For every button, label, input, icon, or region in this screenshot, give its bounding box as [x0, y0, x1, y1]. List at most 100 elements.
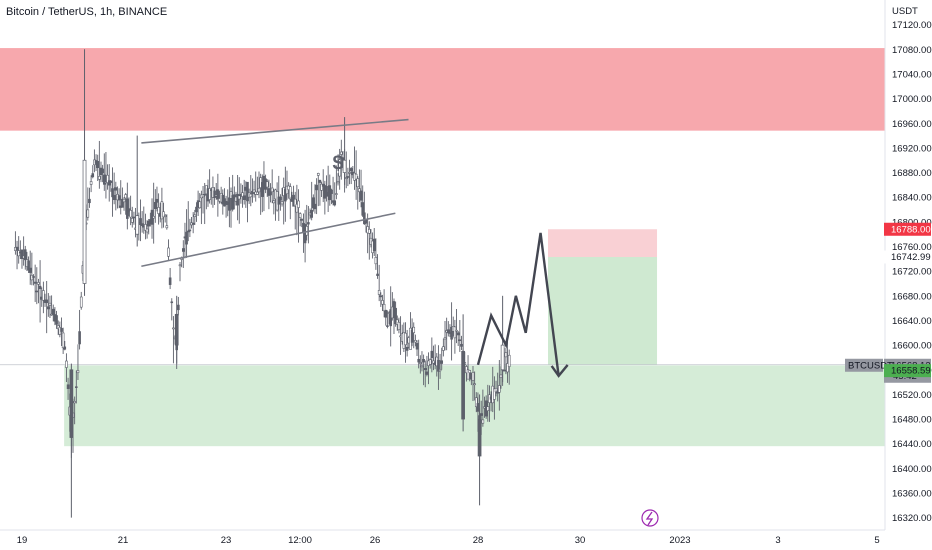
candle-body	[48, 302, 52, 306]
y-tick-label: 16680.00	[892, 291, 932, 302]
y-tick-label: 16720.00	[892, 267, 932, 278]
symbol-tag-label: BTCUSDT	[848, 360, 893, 371]
candle-body	[479, 413, 483, 416]
x-tick-label: 12:00	[288, 535, 312, 546]
candle-body	[185, 231, 188, 245]
candle-body	[335, 193, 338, 195]
trendline-2	[141, 212, 396, 268]
y-tick-label: 16840.00	[892, 193, 932, 204]
candle-body	[312, 197, 315, 209]
candle-body	[168, 277, 172, 285]
candle-body	[471, 372, 475, 381]
candle-body	[20, 249, 24, 259]
candle-body	[419, 362, 422, 364]
candle-body	[124, 194, 127, 199]
price-tag-2	[884, 250, 931, 264]
y-tick-label: 16920.00	[892, 143, 932, 154]
candle-body	[474, 397, 478, 408]
candle-body	[163, 215, 167, 217]
candle-body	[295, 204, 299, 213]
candle-body	[279, 196, 282, 201]
candle-body	[256, 191, 259, 195]
candle-body	[461, 350, 465, 420]
candle-body	[55, 315, 58, 325]
candle-body	[241, 192, 244, 197]
candle-body	[152, 216, 155, 219]
candle-body	[374, 256, 378, 265]
candle-body	[458, 339, 462, 342]
y-tick-label: 16360.00	[892, 489, 932, 500]
candle-body	[336, 181, 340, 184]
price-axis	[885, 0, 932, 550]
candle-body	[45, 299, 48, 304]
candle-body	[405, 346, 409, 351]
chart-title: Bitcoin / TetherUS, 1h, BINANCE	[6, 6, 168, 18]
price-tag-4	[884, 364, 931, 378]
candle-body	[167, 247, 170, 257]
candle-body	[65, 360, 68, 368]
candle-body	[384, 309, 388, 318]
candle-body	[450, 326, 453, 340]
y-tick-label: 16480.00	[892, 415, 932, 426]
y-tick-label: 16440.00	[892, 439, 932, 450]
candle-body	[340, 151, 343, 155]
candle-body	[191, 222, 195, 225]
resistance-zone	[0, 48, 885, 131]
candle-body	[288, 186, 292, 200]
candle-body	[338, 159, 341, 177]
candle-body	[430, 350, 434, 359]
candle-body	[135, 215, 140, 235]
candle-body	[506, 363, 509, 373]
candle-body	[246, 181, 249, 202]
x-tick-label: 3	[775, 535, 780, 546]
candle-body	[379, 295, 383, 298]
candle-body	[129, 210, 132, 218]
candle-body	[377, 290, 381, 295]
y-tick-label: 16880.00	[892, 168, 932, 179]
x-tick-label: 2023	[669, 535, 690, 546]
candle-body	[270, 187, 274, 193]
candle-body	[28, 267, 32, 273]
candle-body	[91, 173, 95, 178]
y-tick-label: 17000.00	[892, 94, 932, 105]
price-tag-label: 16788.00	[891, 224, 931, 235]
candle-body	[386, 325, 389, 327]
candle-body	[477, 418, 482, 457]
candle-body	[428, 359, 432, 365]
projection-arrowhead	[550, 364, 569, 378]
candle-body	[198, 201, 202, 209]
y-tick-label: 16600.00	[892, 341, 932, 352]
candle-body	[101, 168, 104, 174]
candle-body	[412, 326, 416, 333]
candle-body	[27, 260, 30, 271]
candle-body	[382, 303, 386, 312]
y-tick-label: 17120.00	[892, 20, 932, 31]
y-tick-label: 16520.00	[892, 390, 932, 401]
candle-body	[297, 200, 300, 208]
candle-body	[420, 365, 424, 368]
candle-body	[130, 218, 134, 223]
candle-body	[330, 189, 333, 194]
candle-body	[33, 281, 37, 284]
candle-body	[165, 225, 169, 229]
candle-body	[358, 188, 361, 193]
candle-body	[265, 181, 269, 188]
candle-body	[443, 337, 447, 340]
candle-body	[468, 370, 472, 373]
candle-body	[75, 386, 78, 388]
candle-body	[114, 187, 118, 191]
candle-body	[438, 369, 442, 372]
candle-body	[346, 176, 350, 178]
candle-body	[363, 212, 366, 225]
candle-body	[157, 207, 160, 214]
candle-body	[285, 185, 289, 195]
candle-body	[349, 168, 353, 172]
candle-body	[394, 307, 397, 325]
candle-body	[89, 181, 93, 185]
x-tick-label: 23	[221, 535, 232, 546]
candle-body	[76, 370, 80, 374]
candle-body	[145, 228, 149, 233]
lightning-icon	[641, 509, 659, 527]
candle-body	[356, 178, 360, 188]
